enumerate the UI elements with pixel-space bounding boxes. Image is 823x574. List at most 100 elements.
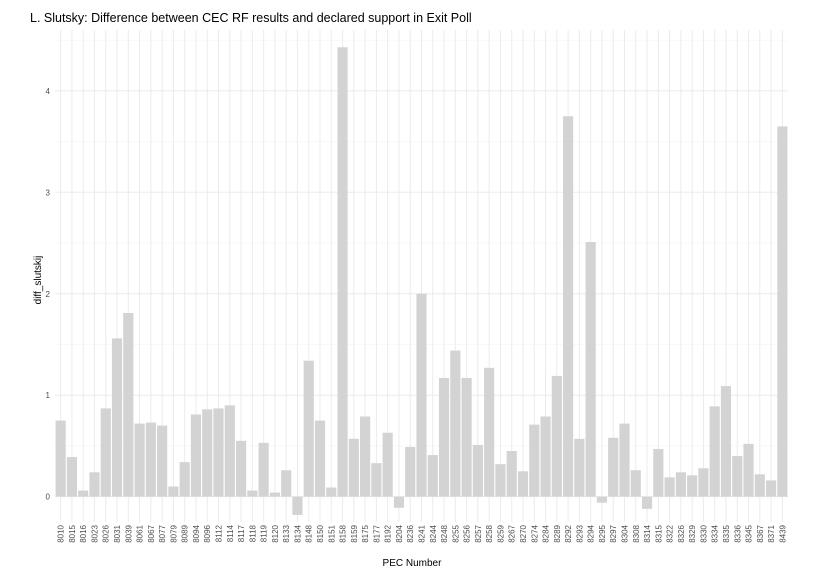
x-tick-label: 8177 — [372, 524, 381, 542]
x-tick-label: 8314 — [643, 524, 652, 542]
x-tick-label: 8255 — [451, 524, 460, 542]
x-tick-label: 8096 — [203, 524, 212, 542]
bar — [608, 437, 619, 497]
x-tick-label: 8241 — [418, 524, 427, 542]
bar — [754, 474, 765, 497]
bar — [247, 490, 258, 497]
x-tick-label: 8150 — [316, 524, 325, 542]
bar — [450, 350, 461, 497]
x-tick-label: 8192 — [384, 524, 393, 542]
bar — [382, 432, 393, 497]
x-tick-label: 8259 — [496, 524, 505, 542]
bar — [168, 486, 179, 497]
bar — [303, 360, 314, 497]
bar — [348, 438, 359, 497]
bar — [224, 405, 235, 497]
x-tick-label: 8026 — [102, 524, 111, 542]
bar — [89, 472, 100, 497]
bar — [766, 480, 777, 497]
bar — [269, 492, 280, 497]
x-tick-label: 8292 — [564, 524, 573, 542]
bar — [472, 444, 483, 497]
y-axis-label: diff_slutskij — [33, 256, 44, 305]
x-tick-label: 8284 — [542, 524, 551, 542]
bar — [619, 423, 630, 497]
x-tick-label: 8334 — [711, 524, 720, 542]
x-tick-label: 8151 — [327, 524, 336, 542]
x-tick-label: 8274 — [530, 524, 539, 542]
x-tick-label: 8244 — [429, 524, 438, 542]
bar — [393, 496, 405, 508]
x-tick-label: 8257 — [474, 524, 483, 542]
x-tick-label: 8158 — [339, 524, 348, 542]
x-tick-label: 8293 — [575, 524, 584, 542]
x-tick-label: 8304 — [620, 524, 629, 542]
y-tick-label: 0 — [46, 493, 51, 502]
x-tick-label: 8023 — [90, 524, 99, 542]
bar — [281, 470, 292, 497]
bar — [461, 377, 472, 497]
bar — [551, 375, 562, 497]
bar — [777, 126, 788, 497]
x-tick-label: 8315 — [654, 524, 663, 542]
bar — [574, 438, 585, 497]
x-tick-label: 8336 — [733, 524, 742, 542]
bar — [529, 424, 540, 497]
bar — [427, 455, 438, 497]
bar — [653, 448, 664, 497]
bar — [641, 496, 653, 509]
x-tick-label: 8016 — [79, 524, 88, 542]
x-tick-label: 8079 — [169, 524, 178, 542]
x-tick-label: 8119 — [260, 524, 269, 542]
x-tick-label: 8077 — [158, 524, 167, 542]
x-tick-label: 8117 — [237, 524, 246, 542]
bar — [506, 450, 517, 497]
bar — [66, 457, 77, 497]
x-tick-label: 8031 — [113, 524, 122, 542]
x-tick-label: 8367 — [756, 524, 765, 542]
bar — [100, 408, 111, 497]
x-tick-label: 8204 — [395, 524, 404, 542]
x-tick-label: 8039 — [124, 524, 133, 542]
x-tick-label: 8326 — [677, 524, 686, 542]
bar — [664, 477, 675, 497]
bar — [258, 442, 269, 497]
bar — [630, 470, 641, 497]
bar — [687, 475, 698, 497]
bar — [78, 490, 89, 497]
bar — [235, 440, 247, 497]
x-tick-label: 8120 — [271, 524, 280, 542]
x-tick-label: 8297 — [609, 524, 618, 542]
y-tick-label: 3 — [46, 188, 51, 197]
x-tick-label: 8371 — [767, 524, 776, 542]
y-tick-label: 4 — [46, 87, 51, 96]
bar — [438, 377, 450, 497]
x-tick-label: 8112 — [215, 524, 224, 542]
bar — [157, 425, 168, 497]
x-tick-label: 8094 — [192, 524, 201, 542]
x-tick-label: 8329 — [688, 524, 697, 542]
x-tick-label: 8294 — [587, 524, 596, 542]
bar — [213, 408, 224, 497]
bar — [326, 487, 337, 497]
x-tick-label: 8114 — [226, 524, 235, 542]
y-tick-labels: 0 1 2 3 4 — [46, 87, 51, 502]
chart-title: L. Slutsky: Difference between CEC RF re… — [30, 11, 472, 25]
bar — [123, 313, 134, 497]
bar — [360, 416, 371, 497]
bar — [314, 420, 326, 497]
x-tick-label: 8335 — [722, 524, 731, 542]
x-tick-label: 8270 — [519, 524, 528, 542]
x-axis-label: PEC Number — [383, 558, 443, 569]
x-tick-label: 8330 — [699, 524, 708, 542]
y-tick-label: 2 — [46, 290, 51, 299]
bar — [190, 414, 202, 497]
x-tick-label: 8175 — [361, 524, 370, 542]
x-tick-label: 8439 — [778, 524, 787, 542]
x-tick-label: 8258 — [485, 524, 494, 542]
bar — [416, 293, 427, 497]
x-tick-label: 8267 — [508, 524, 517, 542]
bar — [292, 496, 303, 515]
x-tick-label: 8148 — [305, 524, 314, 542]
